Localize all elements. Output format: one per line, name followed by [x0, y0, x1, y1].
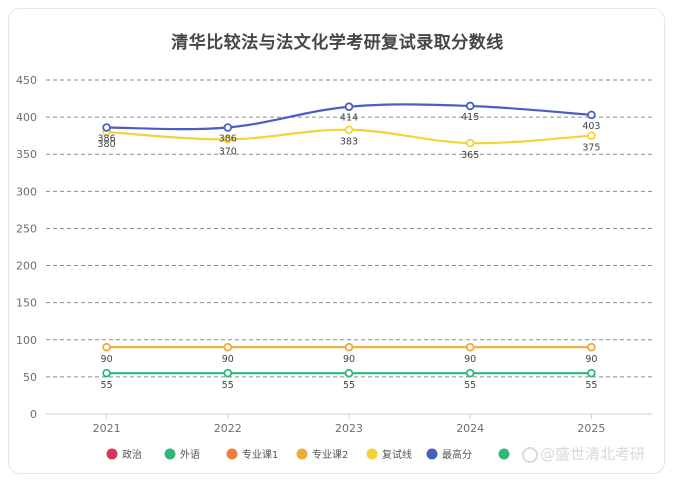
- data-label: 55: [585, 380, 597, 391]
- data-label: 365: [461, 150, 479, 161]
- legend-item[interactable]: 政治: [106, 448, 143, 461]
- data-label: 55: [222, 380, 234, 391]
- data-point: [223, 123, 233, 132]
- data-point: [223, 135, 233, 144]
- data-label: 375: [582, 143, 600, 154]
- legend-marker: [296, 448, 308, 460]
- legend-marker: [426, 448, 438, 460]
- data-label: 55: [464, 380, 476, 391]
- data-point: [223, 368, 233, 378]
- axis-layer: 0 50 100 150 200 250 300 350 400 450 2021 2022 2023 2…: [16, 74, 652, 435]
- data-point: [102, 368, 111, 378]
- legend-item[interactable]: 专业课1: [226, 448, 279, 461]
- data-label: 380: [98, 139, 116, 150]
- data-label: 383: [340, 137, 358, 148]
- data-label: 90: [585, 354, 597, 365]
- watermark-logo-icon: [522, 446, 538, 463]
- legend-item[interactable]: 专业课2: [296, 448, 349, 461]
- data-label-layer: 55 55 55 55 55 90 90 90 90 90 380 370 383 365 375 386 38…: [98, 112, 601, 391]
- data-point: [344, 368, 354, 378]
- y-tick-label: 450: [16, 74, 37, 87]
- x-tick-label: 2024: [456, 422, 484, 435]
- legend-item[interactable]: 外语: [164, 448, 201, 462]
- legend-label: 外语: [180, 449, 200, 461]
- legend-marker: [226, 448, 238, 460]
- data-point: [102, 342, 111, 352]
- y-tick-label: 400: [16, 111, 37, 124]
- chart-title: 清华比较法与法文化学考研复试录取分数线: [171, 33, 504, 53]
- data-point: [465, 138, 475, 148]
- data-label: 403: [582, 121, 600, 132]
- x-tick-label: 2023: [335, 422, 363, 435]
- data-point: [465, 368, 475, 378]
- data-point: [344, 342, 354, 352]
- data-label: 415: [461, 112, 479, 123]
- data-point: [465, 101, 475, 111]
- data-label: 55: [101, 380, 113, 391]
- data-point: [344, 125, 354, 135]
- legend-label: 专业课2: [312, 448, 348, 461]
- legend-marker: [366, 448, 378, 460]
- legend-label: 最高分: [442, 448, 472, 461]
- legend-marker: [498, 448, 510, 460]
- data-label: 386: [219, 134, 237, 145]
- y-tick-label: 50: [23, 371, 37, 384]
- y-tick-label: 100: [16, 334, 37, 347]
- legend-item[interactable]: 最高分: [426, 448, 473, 461]
- legend-item[interactable]: 复试线: [366, 448, 413, 461]
- legend-label: 复试线: [382, 448, 412, 461]
- data-label: 55: [343, 380, 355, 391]
- data-label: 90: [343, 354, 355, 365]
- y-tick-label: 150: [16, 297, 37, 310]
- data-point: [102, 123, 111, 132]
- data-label: 90: [222, 354, 234, 365]
- y-tick-label: 250: [16, 222, 37, 235]
- data-point: [587, 131, 596, 140]
- legend-item[interactable]: [498, 448, 510, 460]
- grid-layer: [46, 79, 652, 378]
- y-tick-label: 200: [16, 260, 37, 273]
- data-point: [465, 342, 475, 352]
- y-tick-label: 350: [16, 148, 37, 161]
- x-tick-label: 2021: [93, 422, 121, 435]
- y-tick-label: 300: [16, 185, 37, 198]
- data-point: [587, 368, 596, 378]
- data-point: [587, 342, 596, 352]
- watermark-text: @盛世清北考研: [540, 445, 646, 463]
- legend-label: 政治: [122, 448, 142, 461]
- data-point: [344, 102, 354, 112]
- data-point: [223, 342, 233, 352]
- chart-card: [8, 8, 665, 474]
- data-label: 414: [340, 113, 358, 124]
- x-tick-label: 2022: [214, 422, 242, 435]
- legend-label: 专业课1: [242, 448, 278, 461]
- legend-marker: [106, 448, 118, 460]
- data-label: 90: [464, 354, 476, 365]
- legend-marker: [164, 448, 176, 460]
- data-point: [587, 110, 596, 120]
- x-tick-label: 2025: [577, 422, 605, 435]
- watermark: @盛世清北考研: [522, 443, 645, 464]
- data-label: 370: [219, 146, 237, 157]
- data-label: 90: [101, 354, 113, 365]
- y-tick-label: 0: [30, 408, 37, 421]
- data-label: 386: [98, 134, 116, 145]
- series-layer: [102, 101, 596, 378]
- legend[interactable]: 政治 外语 专业课1 专业课2 复试线 最高分: [106, 448, 510, 462]
